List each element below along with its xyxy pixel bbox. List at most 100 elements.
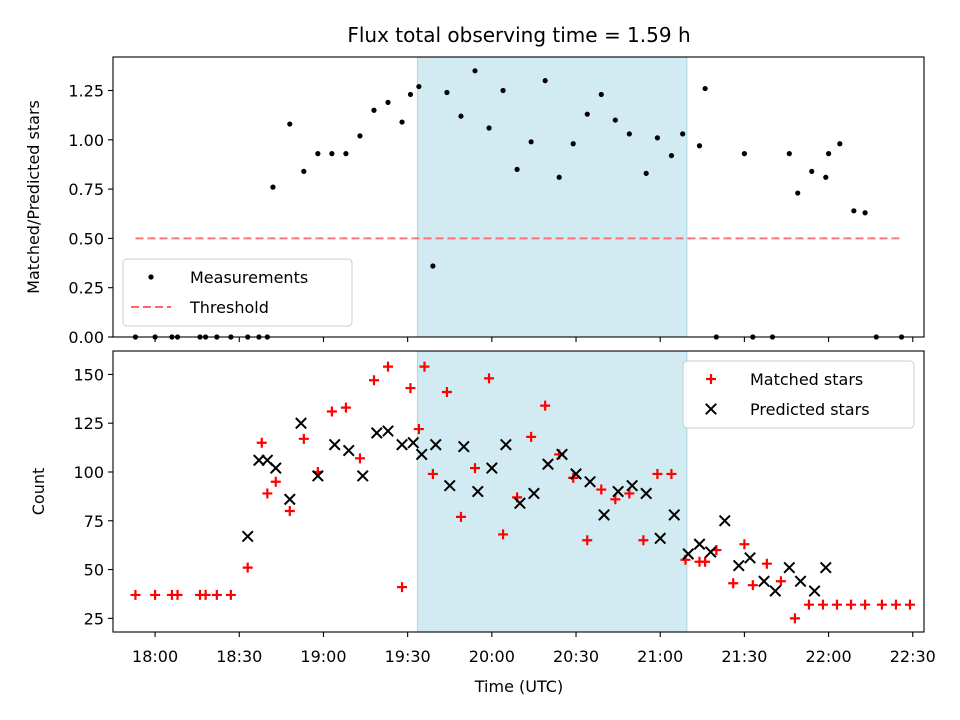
data-point	[584, 111, 590, 117]
data-point	[371, 107, 377, 113]
x-tick-label: 21:30	[721, 647, 767, 666]
series-predicted-stars	[241, 417, 832, 597]
y-tick-label: 0.50	[68, 229, 104, 248]
data-point	[612, 117, 618, 123]
data-point	[328, 438, 341, 451]
data-point	[200, 589, 211, 600]
y-tick-label: 0.75	[68, 180, 104, 199]
data-point	[357, 133, 363, 139]
data-point	[718, 514, 731, 527]
data-point	[413, 424, 424, 435]
data-point	[668, 509, 681, 521]
data-point	[354, 453, 365, 464]
x-tick-label: 18:30	[216, 647, 262, 666]
data-point	[666, 468, 677, 479]
shaded-interval-counts	[416, 350, 688, 633]
data-point	[283, 493, 296, 506]
data-point	[732, 559, 745, 572]
data-point	[739, 539, 750, 550]
data-point	[484, 373, 495, 384]
data-point	[396, 438, 408, 451]
data-point	[556, 448, 568, 461]
legend-label: Threshold	[189, 298, 269, 317]
data-point	[256, 437, 267, 448]
data-point	[783, 561, 796, 574]
data-point	[329, 151, 335, 157]
x-tick-label: 21:00	[637, 647, 683, 666]
y-tick-label: 1.00	[68, 131, 104, 150]
y-tick-label: 100	[73, 463, 104, 482]
data-point	[640, 487, 653, 500]
data-point	[383, 361, 394, 372]
chart-title: Flux total observing time = 1.59 h	[347, 23, 690, 47]
data-point	[443, 479, 456, 492]
x-tick-label: 20:00	[469, 647, 515, 666]
y-tick-label: 50	[84, 561, 104, 580]
data-point	[253, 454, 265, 467]
data-point	[744, 551, 756, 564]
data-point	[570, 468, 582, 480]
data-point	[540, 400, 551, 411]
data-point	[342, 444, 355, 457]
data-point	[584, 475, 596, 488]
data-point	[819, 561, 832, 574]
legend-label: Matched stars	[750, 370, 863, 389]
data-point	[500, 87, 506, 94]
data-point	[262, 488, 273, 499]
data-point	[419, 361, 430, 372]
data-point	[596, 484, 607, 495]
plot-frame-counts	[112, 350, 925, 633]
data-point	[786, 151, 792, 157]
legend-swatch	[706, 374, 716, 384]
data-point	[407, 436, 420, 449]
data-point	[315, 151, 321, 157]
data-point	[542, 78, 548, 84]
data-point	[769, 585, 782, 597]
data-point	[485, 462, 498, 474]
data-point	[301, 168, 307, 174]
y-tick-label: 1.25	[68, 82, 104, 101]
data-point	[287, 121, 293, 127]
legend-box	[122, 258, 353, 327]
data-point	[399, 119, 405, 125]
data-point	[702, 85, 708, 92]
data-point	[728, 578, 739, 589]
data-point	[626, 479, 639, 492]
data-point	[444, 89, 450, 96]
data-point	[150, 589, 161, 600]
panel-ratio: 0.00 0.25 0.50 0.75 1.00 1.25 Matched/Predicte…	[24, 56, 925, 347]
data-point	[382, 425, 394, 437]
data-point	[284, 506, 295, 517]
data-point	[775, 576, 786, 587]
data-point	[470, 463, 481, 474]
legend-box	[682, 360, 915, 429]
data-point	[486, 125, 492, 131]
panel-counts: 25 50 75 100 125 150 18:00 18:30 19:00 19:30 20:00…	[29, 350, 936, 666]
legend-label: Predicted stars	[750, 400, 870, 419]
data-point	[241, 530, 254, 543]
data-point	[172, 589, 183, 600]
y-axis-title: Matched/Predicted stars	[24, 100, 43, 294]
data-point	[598, 509, 610, 521]
x-tick-label: 22:30	[890, 647, 936, 666]
y-tick-label: 0.00	[68, 328, 104, 347]
data-point	[890, 599, 901, 610]
data-point	[860, 599, 871, 610]
data-point	[832, 599, 843, 610]
data-point	[693, 538, 706, 551]
data-point	[130, 589, 141, 600]
data-point	[808, 585, 821, 597]
y-tick-label: 75	[84, 512, 104, 531]
x-axis-title: Time (UTC)	[474, 677, 563, 696]
data-point	[761, 558, 772, 569]
data-point	[704, 546, 717, 558]
legend-label: Measurements	[190, 268, 308, 287]
data-point	[638, 535, 649, 546]
data-point	[397, 582, 408, 593]
data-point	[758, 575, 770, 588]
data-point	[441, 386, 452, 397]
data-point	[846, 599, 857, 610]
data-point	[654, 135, 661, 141]
y-tick-label: 125	[73, 414, 104, 433]
data-point	[225, 589, 236, 600]
